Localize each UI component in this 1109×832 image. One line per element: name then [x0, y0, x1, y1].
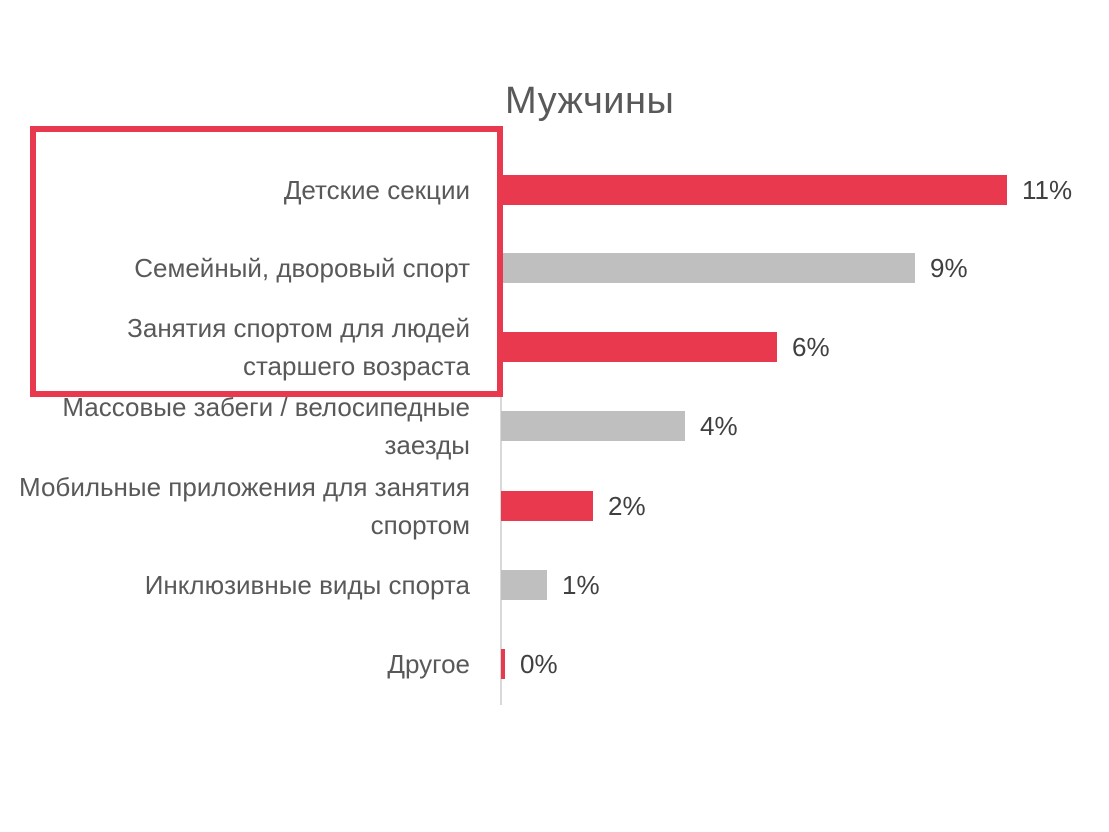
value-label: 6% [792, 331, 830, 362]
bar-row: 4% [501, 411, 738, 441]
bar-row: 2% [501, 491, 646, 521]
bar [501, 570, 547, 600]
bar-row: 6% [501, 332, 830, 362]
value-label: 4% [700, 410, 738, 441]
bar [501, 491, 593, 521]
bar [501, 253, 915, 283]
category-label: Семейный, дворовый спорт [134, 253, 470, 283]
bar-row: 1% [501, 570, 600, 600]
bar-row: 9% [501, 253, 968, 283]
category-label: Массовые забеги / велосипедные заезды [62, 392, 470, 460]
bar-row: 11% [501, 175, 1072, 205]
category-label: Мобильные приложения для занятия спортом [19, 472, 470, 540]
category-label: Инклюзивные виды спорта [144, 570, 470, 600]
chart-title: Мужчины [505, 80, 675, 122]
bar [501, 332, 777, 362]
bar [501, 649, 505, 679]
bar [501, 411, 685, 441]
category-label: Другое [387, 649, 470, 679]
bar [501, 175, 1007, 205]
value-label: 9% [930, 252, 968, 283]
category-label: Занятия спортом для людей старшего возра… [127, 313, 470, 381]
bar-row: 0% [501, 649, 558, 679]
value-label: 2% [608, 490, 646, 521]
category-label: Детские секции [283, 175, 470, 205]
value-label: 1% [562, 569, 600, 600]
value-label: 0% [520, 648, 558, 679]
value-label: 11% [1022, 174, 1073, 205]
